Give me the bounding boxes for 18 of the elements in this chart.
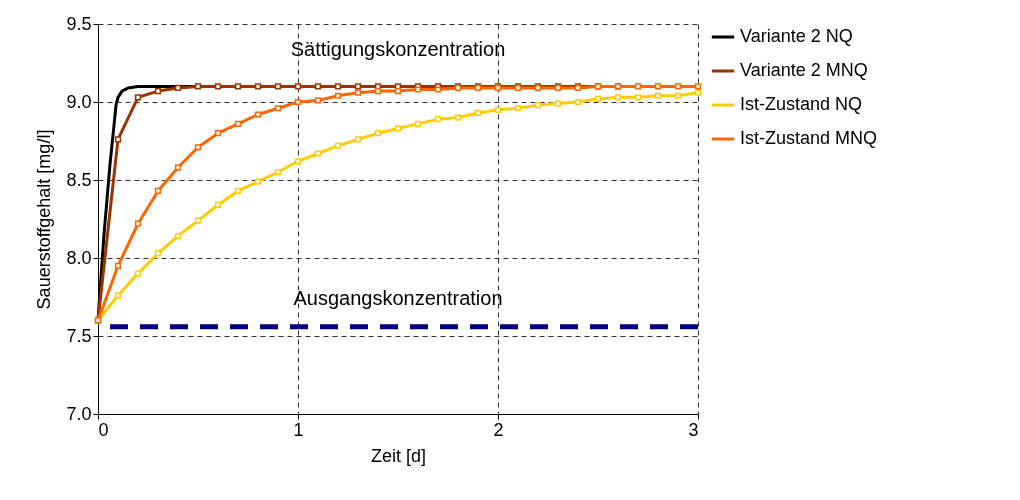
y-axis-title: Sauerstoffgehalt [mg/l] — [34, 129, 55, 310]
annotation: Ausgangskonzentration — [293, 286, 503, 309]
legend-label: Variante 2 NQ — [740, 26, 853, 46]
annotation: Sättigungskonzentration — [290, 38, 506, 60]
y-tick-label: 9.5 — [66, 13, 92, 34]
x-tick-label: 2 — [493, 419, 504, 440]
y-tick-label: 8.5 — [66, 169, 92, 190]
x-axis-title: Zeit [d] — [370, 445, 427, 466]
legend-label: Ist-Zustand NQ — [740, 94, 863, 114]
y-tick-label: 8.0 — [66, 247, 92, 268]
legend-label: Variante 2 MNQ — [740, 60, 868, 80]
x-tick-label: 0 — [98, 419, 109, 440]
x-tick-label: 1 — [293, 419, 304, 440]
legend-label: Ist-Zustand MNQ — [740, 128, 878, 148]
y-tick-label: 7.5 — [66, 325, 92, 346]
y-tick-label: 9.0 — [66, 91, 92, 112]
x-tick-label: 3 — [688, 419, 699, 440]
y-tick-label: 7.0 — [66, 403, 92, 424]
